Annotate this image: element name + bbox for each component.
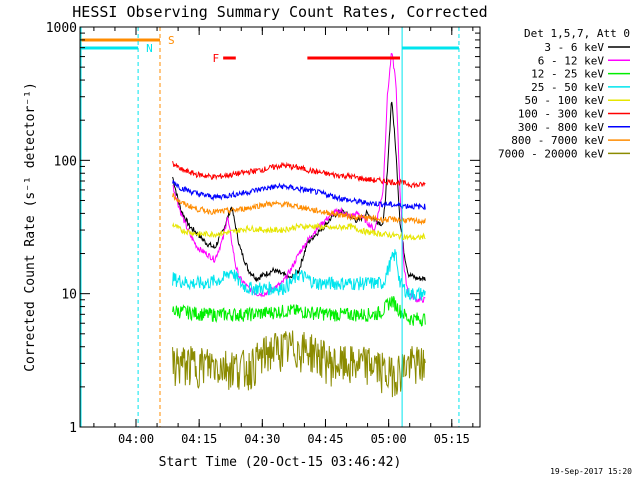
- legend-title: Det 1,5,7, Att 0: [524, 27, 630, 40]
- x-tick-label: 04:15: [181, 432, 217, 446]
- legend-label: 7000 - 20000 keV: [498, 147, 604, 160]
- plot-area: S N F 04:00 04:15 04:30 04:45 05:00 05:15 1 10 100 1…: [46, 21, 480, 446]
- legend-label: 800 - 7000 keV: [511, 134, 604, 147]
- x-tick-label: 04:00: [118, 432, 154, 446]
- series-line: [172, 249, 426, 302]
- series-line: [172, 222, 426, 241]
- y-tick-label: 10: [61, 288, 77, 303]
- series-line: [172, 296, 426, 327]
- x-tick-label: 04:45: [307, 432, 343, 446]
- series-line: [172, 330, 426, 398]
- flag-label: N: [146, 42, 153, 55]
- plot-frame: [79, 26, 481, 428]
- x-tick-label: 05:15: [434, 432, 470, 446]
- chart-title: HESSI Observing Summary Count Rates, Cor…: [72, 3, 487, 21]
- x-tick-label: 04:30: [244, 432, 280, 446]
- legend-label: 3 - 6 keV: [544, 41, 604, 54]
- y-tick-label: 100: [54, 154, 77, 169]
- flag-label: F: [213, 52, 220, 65]
- legend-label: 12 - 25 keV: [531, 68, 604, 81]
- legend-label: 6 - 12 keV: [538, 54, 605, 67]
- legend-label: 300 - 800 keV: [518, 121, 604, 134]
- y-axis-label: Corrected Count Rate (s⁻¹ detector⁻¹): [23, 82, 38, 372]
- legend-label: 25 - 50 keV: [531, 81, 604, 94]
- y-tick-label: 1000: [46, 21, 77, 36]
- x-tick-label: 05:00: [371, 432, 407, 446]
- series-line: [172, 52, 426, 303]
- legend-label: 100 - 300 keV: [518, 108, 604, 121]
- series-line: [172, 193, 426, 226]
- y-tick-label: 1: [69, 421, 77, 436]
- flag-label: S: [168, 34, 175, 47]
- footer-date: 19-Sep-2017 15:20: [550, 467, 632, 476]
- legend-label: 50 - 100 keV: [525, 94, 605, 107]
- x-axis-label: Start Time (20-Oct-15 03:46:42): [159, 455, 402, 470]
- series-line: [172, 160, 426, 189]
- series-line: [172, 179, 426, 211]
